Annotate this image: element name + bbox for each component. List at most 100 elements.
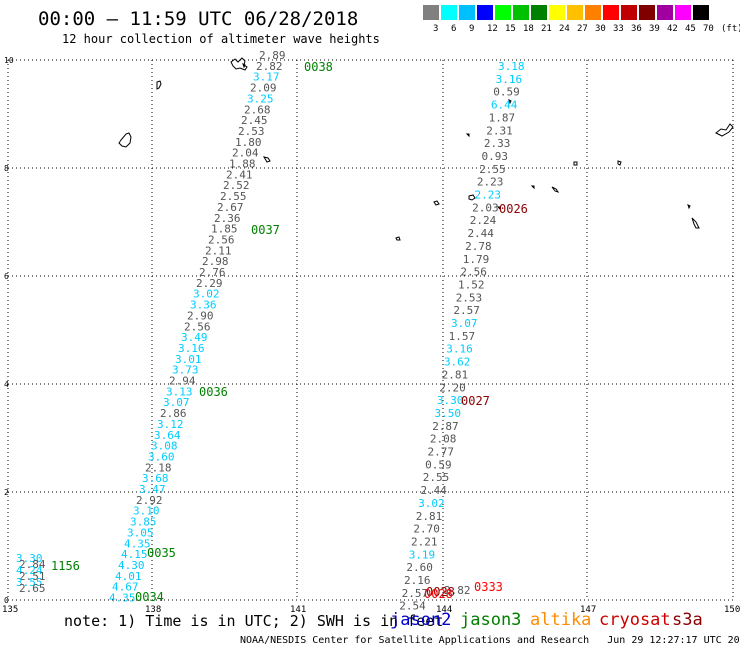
swh-value: 1.85 bbox=[211, 223, 238, 236]
swh-value: 2.55 bbox=[220, 190, 247, 203]
legend-label: 27 bbox=[577, 24, 588, 34]
swh-value: 2.89 bbox=[259, 49, 286, 62]
pass-time-label: 1156 bbox=[51, 559, 80, 573]
legend-swatch bbox=[441, 5, 457, 20]
map-subtitle: 12 hour collection of altimeter wave hei… bbox=[62, 32, 380, 46]
swh-value: 2.67 bbox=[217, 201, 244, 214]
island-outlines bbox=[118, 57, 734, 241]
island bbox=[530, 185, 535, 190]
swh-value: 2.03 bbox=[472, 201, 499, 214]
pass-time-label: 0038 bbox=[304, 60, 333, 74]
legend-label: 33 bbox=[613, 24, 624, 34]
swh-value: 3.16 bbox=[496, 73, 523, 86]
swh-value: 1.57 bbox=[449, 330, 476, 343]
satellite-cryosat: cryosat bbox=[599, 610, 671, 630]
pass-time-label: 0034 bbox=[135, 590, 164, 604]
swh-value: 0.59 bbox=[493, 86, 520, 99]
legend-swatch bbox=[621, 5, 637, 20]
pass-time-label: 0333 bbox=[474, 580, 503, 594]
swh-value: 2.09 bbox=[250, 82, 277, 95]
swh-value: 2.56 bbox=[208, 233, 235, 246]
swh-value: 2.23 bbox=[477, 176, 504, 189]
swh-value: 0.59 bbox=[425, 458, 452, 471]
swh-value: 3.50 bbox=[435, 407, 462, 420]
swh-value: 3.05 bbox=[127, 526, 154, 539]
swh-value: 3.85 bbox=[130, 516, 157, 529]
swh-value: 2.70 bbox=[413, 523, 440, 536]
swh-value: 2.77 bbox=[428, 446, 455, 459]
legend-label: 30 bbox=[595, 24, 606, 34]
map-title: 00:00 – 11:59 UTC 06/28/2018 bbox=[38, 8, 359, 30]
pass-time-label: 0028 bbox=[424, 587, 453, 601]
island bbox=[262, 156, 271, 163]
swh-value: 2.53 bbox=[238, 125, 265, 138]
legend-label: 9 bbox=[469, 24, 475, 34]
legend-label: 39 bbox=[649, 24, 660, 34]
pass-time-label: 0028 bbox=[426, 585, 455, 599]
island bbox=[551, 186, 560, 193]
swh-value: 2.81 bbox=[442, 368, 469, 381]
legend-swatch bbox=[657, 5, 673, 20]
swh-value: 4.67 bbox=[112, 581, 139, 594]
swh-value: 2.44 bbox=[420, 484, 447, 497]
swh-value: 3.62 bbox=[444, 356, 471, 369]
swh-value: 2.82 bbox=[444, 584, 471, 597]
swh-value: 4.15 bbox=[121, 548, 148, 561]
legend-swatch bbox=[513, 5, 529, 20]
swh-value: 2.53 bbox=[456, 291, 483, 304]
swh-value: 6.44 bbox=[491, 99, 518, 112]
swh-value: 3.02 bbox=[193, 288, 220, 301]
legend-swatch bbox=[423, 5, 439, 20]
legend-label: 3 bbox=[433, 24, 439, 34]
satellite-altika: altika bbox=[530, 610, 592, 630]
swh-value: 3.17 bbox=[253, 71, 280, 84]
lon-tick-label: 150 bbox=[724, 605, 740, 615]
island bbox=[468, 194, 476, 201]
swh-value: 4.35 bbox=[124, 537, 151, 550]
swh-value: 2.18 bbox=[145, 461, 172, 474]
lat-tick-label: 6 bbox=[4, 272, 9, 281]
swh-value: 2.16 bbox=[404, 574, 431, 587]
island bbox=[496, 206, 501, 211]
swh-value: 2.87 bbox=[432, 420, 459, 433]
swh-value: 2.76 bbox=[199, 266, 226, 279]
swh-value: 2.57 bbox=[402, 587, 429, 600]
swh-value: 2.45 bbox=[241, 114, 268, 127]
swh-value: 2.94 bbox=[169, 375, 196, 388]
lon-tick-label: 147 bbox=[580, 605, 596, 615]
lat-tick-label: 2 bbox=[4, 488, 9, 497]
swh-value: 3.64 bbox=[154, 429, 181, 442]
legend-swatch bbox=[477, 5, 493, 20]
lat-tick-label: 0 bbox=[4, 596, 9, 605]
swh-value: 3.36 bbox=[190, 299, 217, 312]
swh-value: 2.23 bbox=[475, 189, 502, 202]
swh-value: 3.18 bbox=[498, 60, 525, 73]
swh-value: 3.01 bbox=[175, 353, 202, 366]
swh-value: 4.24 bbox=[16, 564, 43, 577]
swh-value: 1.79 bbox=[463, 253, 490, 266]
swh-value: 3.16 bbox=[446, 343, 473, 356]
swh-value: 2.41 bbox=[226, 168, 253, 181]
swh-value: 3.49 bbox=[181, 331, 208, 344]
legend-label: 45 bbox=[685, 24, 696, 34]
lat-tick-label: 10 bbox=[4, 56, 14, 65]
swh-value: 2.57 bbox=[453, 304, 480, 317]
swh-value: 1.87 bbox=[489, 111, 515, 124]
legend-swatch bbox=[549, 5, 565, 20]
island bbox=[715, 123, 734, 137]
swh-value: 3.19 bbox=[409, 548, 436, 561]
swh-value: 1.80 bbox=[235, 136, 262, 149]
legend-label: 15 bbox=[505, 24, 516, 34]
swh-value: 2.33 bbox=[484, 137, 511, 150]
swh-value: 2.51 bbox=[19, 570, 46, 583]
lat-tick-label: 8 bbox=[4, 164, 9, 173]
legend-label: 42 bbox=[667, 24, 678, 34]
legend-swatch bbox=[459, 5, 475, 20]
island bbox=[687, 204, 691, 210]
swh-value: 2.56 bbox=[460, 266, 487, 279]
swh-value: 3.10 bbox=[133, 505, 160, 518]
swh-value: 4.01 bbox=[115, 570, 142, 583]
satellite-jason3: jason3 bbox=[460, 610, 522, 630]
legend-label: (ft) bbox=[721, 24, 740, 34]
